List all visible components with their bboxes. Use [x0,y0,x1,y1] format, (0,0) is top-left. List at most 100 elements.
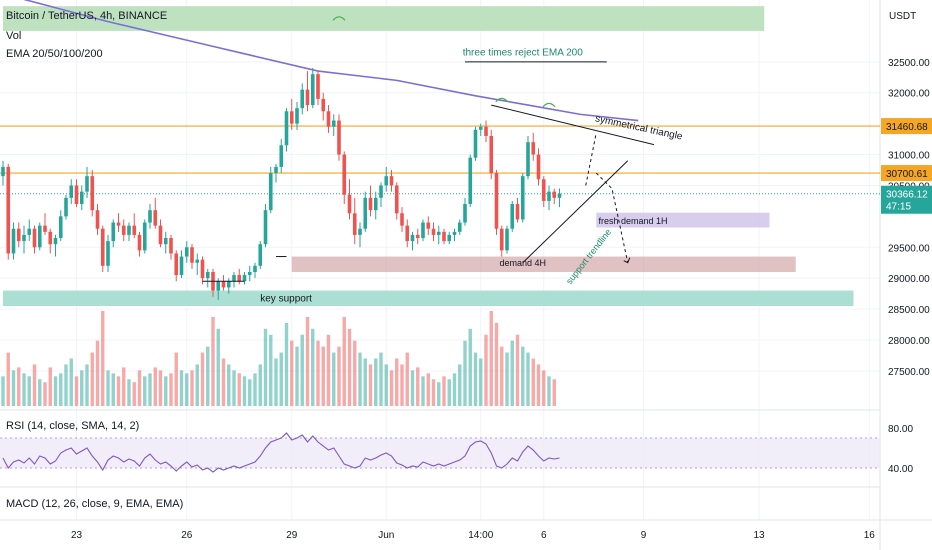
candle [79,191,84,204]
candle [137,234,142,251]
volume-bar [122,367,126,406]
volume-bar [206,346,210,406]
candle [242,275,247,282]
candle [163,238,168,245]
volume-bar [185,373,189,406]
candle [289,111,294,124]
candle [121,225,126,235]
volume-bar [174,352,178,406]
candle [526,142,530,177]
volume-bar [1,376,5,406]
volume-bar [332,352,336,406]
volume-bar [342,316,346,406]
candle [368,197,373,211]
volume-bar [106,370,110,406]
demand-4h-label: demand 4H [499,258,546,268]
candle [321,98,326,112]
volume-bar [6,352,10,406]
candle [295,108,299,124]
symbol-line[interactable]: Bitcoin / TetherUS, 4h, BINANCE [6,10,168,22]
candle [389,176,394,186]
volume-bar [148,373,152,406]
candle [347,194,352,214]
volume-bar [290,340,294,406]
candle [447,234,452,242]
level-tag [881,165,932,182]
candle [284,111,289,146]
support-trendline [522,160,629,264]
price-tick-label: 28500.00 [888,305,930,316]
candle [11,228,16,254]
volume-bar [158,370,163,406]
volume-bar [458,364,462,406]
candle [484,126,488,136]
time-tick-label: 26 [181,530,193,541]
candle [363,197,368,229]
candle [473,129,478,158]
volume-bar [200,352,205,406]
candle [331,120,336,127]
ema200-line [23,0,639,122]
candle [426,222,431,229]
volume-bar [484,334,488,406]
volume-bar [69,358,73,406]
volume-bar [164,376,168,406]
volume-bar [505,352,509,406]
rsi-label[interactable]: RSI (14, close, SMA, 14, 2) [6,420,140,432]
volume-bar [500,346,504,406]
volume-bar [195,364,199,406]
candle [37,225,42,248]
macd-label[interactable]: MACD (12, 26, close, 9, EMA, EMA) [6,498,184,510]
candle [515,204,520,220]
candle [494,173,499,229]
candle [489,136,494,174]
volume-bar [363,358,367,406]
candle [90,176,95,211]
ema-label[interactable]: EMA 20/50/100/200 [6,48,103,60]
candles [1,68,562,300]
volume-bar [384,364,388,406]
candle [95,210,100,229]
volume-bar [90,352,94,406]
volume-bar [447,379,451,406]
volume-bar [347,328,352,406]
reject-arc [542,102,556,108]
time-tick-label: 16 [864,530,876,541]
volume-bar [463,340,467,406]
volume-bar [263,328,268,406]
key-support-label: key support [260,294,312,305]
candle [179,256,184,276]
candle [394,185,399,214]
candle [352,213,357,235]
candle [16,228,21,242]
volume-bar [32,364,37,406]
candle [148,210,152,223]
candle [531,142,536,155]
volume-bar [284,322,289,406]
volume-bar [169,373,173,406]
vol-label[interactable]: Vol [6,30,22,42]
candle [127,225,131,235]
volume-bar [547,376,551,406]
candle [316,74,320,99]
level-tag-label: 31460.68 [886,122,928,133]
volume-bar [473,352,478,406]
volume-bar [242,376,247,406]
volume-bar [358,352,362,406]
candle [106,241,110,266]
volume-bar [374,358,378,406]
triangle-upper-line [491,104,655,146]
candle [190,247,194,263]
arrow-head [623,257,631,264]
volume-bar [353,340,357,406]
candle [111,222,116,242]
candle [547,191,551,201]
candle [478,126,483,130]
candle [499,228,504,251]
candle [74,185,79,204]
key-support-zone [3,290,854,306]
candle [520,176,525,220]
price-tick-label: 29000.00 [888,274,930,285]
volume-bar [153,367,157,406]
